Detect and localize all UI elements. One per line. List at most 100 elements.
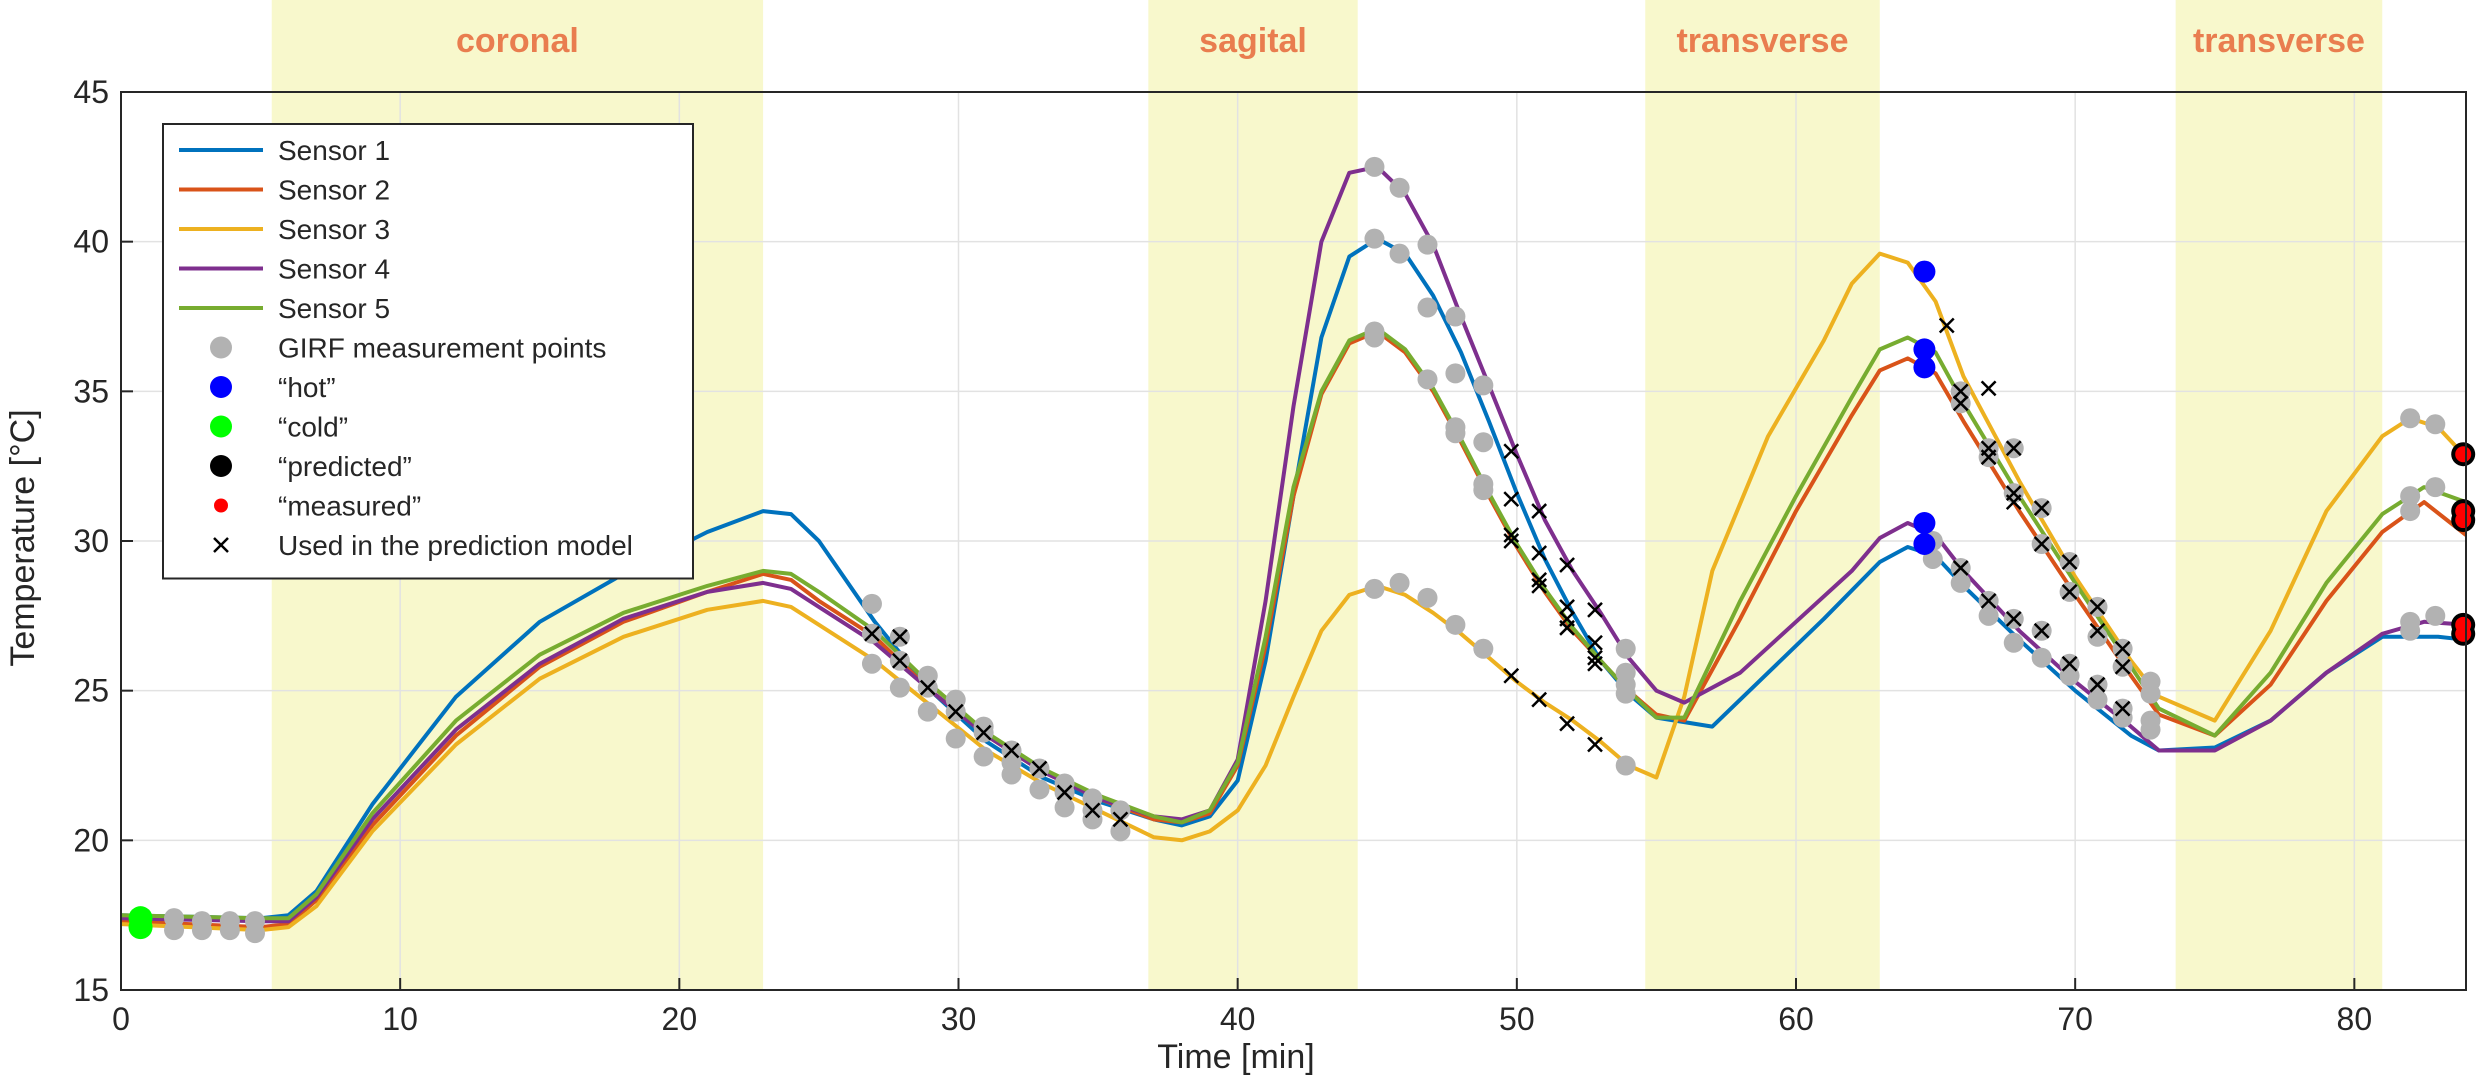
legend-label: “cold” <box>278 412 348 443</box>
girf-point <box>1389 177 1410 198</box>
prediction-cross <box>1112 811 1129 828</box>
girf-point <box>945 728 966 749</box>
hot-point <box>1913 338 1936 361</box>
prediction-cross <box>947 703 964 720</box>
cross-stroke <box>1587 634 1603 651</box>
cross-stroke <box>919 679 936 696</box>
legend-entry: “cold” <box>210 412 348 443</box>
girf-point <box>2425 414 2446 435</box>
cross-stroke <box>1503 527 1520 543</box>
x-tick-label: 30 <box>941 1001 977 1037</box>
series-line-4 <box>120 164 2467 924</box>
girf-point <box>2400 501 2421 522</box>
cross-stroke <box>2061 554 2078 570</box>
cross-stroke <box>2114 640 2131 657</box>
prediction-cross <box>2089 622 2106 639</box>
x-tick-label: 60 <box>1778 1001 1814 1037</box>
cross-stroke <box>1003 742 1020 759</box>
band-label-1: sagital <box>1199 22 1307 60</box>
hot-point <box>1913 532 1936 555</box>
girf-point <box>1082 809 1103 830</box>
girf-point <box>2140 719 2161 740</box>
girf-point <box>2031 647 2052 668</box>
cross-stroke <box>1559 715 1575 732</box>
legend-dot-swatch <box>210 415 232 438</box>
cross-stroke <box>1952 560 1969 576</box>
girf-point <box>1417 234 1438 255</box>
legend-label: Sensor 4 <box>278 254 390 285</box>
girf-point <box>1364 578 1385 599</box>
prediction-cross <box>975 724 992 741</box>
y-tick-label: 45 <box>73 74 109 110</box>
prediction-cross <box>2061 655 2078 672</box>
cross-stroke <box>1531 545 1548 561</box>
legend-label: GIRF measurement points <box>278 333 606 364</box>
x-axis-label: Time [min] <box>1157 1038 1314 1076</box>
band-label-2: transverse <box>1676 22 1848 60</box>
hot-point <box>1913 260 1936 283</box>
cross-stroke <box>1112 811 1129 828</box>
girf-point <box>1364 156 1385 177</box>
prediction-cross <box>1980 380 1997 397</box>
cross-stroke <box>1587 649 1603 666</box>
prediction-cross <box>1952 395 1969 412</box>
girf-point <box>1417 297 1438 318</box>
y-tick-label: 20 <box>73 822 109 858</box>
girf-point <box>219 920 240 941</box>
y-tick-label: 30 <box>73 523 109 559</box>
cross-stroke <box>1531 503 1548 519</box>
cross-stroke <box>2089 598 2106 615</box>
legend-entry: “predicted” <box>210 451 412 482</box>
cross-stroke <box>864 625 880 642</box>
legend-entry: “measured” <box>214 491 421 522</box>
girf-point <box>2400 408 2421 429</box>
x-tick-label: 50 <box>1499 1001 1535 1037</box>
cross-stroke <box>1980 449 1997 466</box>
girf-point <box>861 653 882 674</box>
girf-point <box>1001 764 1022 785</box>
cross-stroke <box>1952 395 1969 412</box>
girf-point <box>1417 369 1438 390</box>
x-tick-label: 10 <box>382 1001 418 1037</box>
prediction-cross <box>1587 601 1603 618</box>
prediction-cross <box>1587 634 1603 651</box>
cross-stroke <box>1503 667 1520 684</box>
prediction-cross <box>2033 500 2050 516</box>
cross-stroke <box>1084 802 1101 819</box>
x-tick-label: 0 <box>112 1001 130 1037</box>
girf-point <box>2140 683 2161 704</box>
prediction-cross <box>1587 655 1603 672</box>
legend-entry: Used in the prediction model <box>213 530 633 561</box>
cross-stroke <box>891 628 908 645</box>
prediction-cross <box>1084 802 1101 819</box>
girf-point <box>1364 327 1385 348</box>
girf-point <box>1417 587 1438 608</box>
band-label-0: coronal <box>456 22 579 60</box>
girf-point <box>2112 707 2133 728</box>
prediction-cross <box>2061 554 2078 570</box>
girf-point <box>1978 605 1999 626</box>
legend-entry: Sensor 1 <box>179 135 390 166</box>
cross-stroke <box>1587 655 1603 672</box>
cross-stroke <box>1587 601 1603 618</box>
legend-entry: Sensor 3 <box>179 214 390 245</box>
prediction-cross <box>2089 598 2106 615</box>
legend-box <box>162 123 694 580</box>
legend-dot-swatch <box>210 455 232 477</box>
legend: Sensor 1 Sensor 2 Sensor 3 Sensor 4 Sensor 5… <box>162 123 694 580</box>
legend-entry: “hot” <box>210 372 336 403</box>
girf-point <box>1473 480 1494 501</box>
legend-label: “hot” <box>278 372 336 403</box>
cross-stroke <box>1980 380 1997 397</box>
girf-point <box>1445 306 1466 327</box>
cross-stroke <box>2005 440 2022 457</box>
prediction-cross <box>1003 742 1020 759</box>
band-3 <box>2175 0 2383 990</box>
cross-stroke <box>891 652 908 669</box>
band-label-3: transverse <box>2193 22 2365 60</box>
legend-entry: GIRF measurement points <box>210 333 606 364</box>
prediction-cross <box>891 628 908 645</box>
hot-point <box>1913 356 1936 379</box>
series-line-5 <box>120 326 2467 921</box>
